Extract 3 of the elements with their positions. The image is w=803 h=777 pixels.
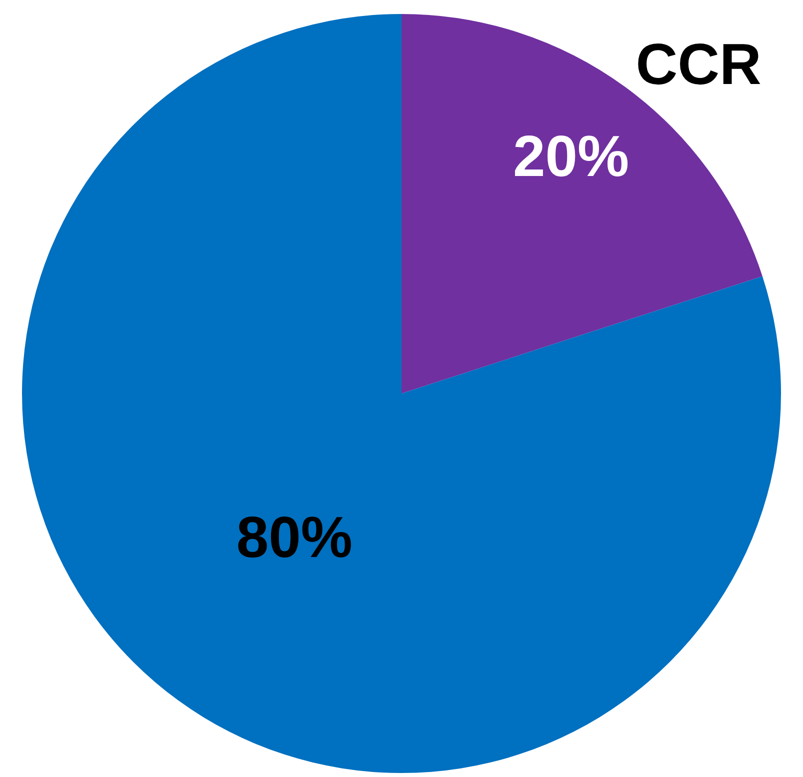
data-label: 80%	[236, 504, 352, 570]
slice-label: CCR	[636, 32, 762, 98]
data-label: 20%	[512, 124, 630, 190]
